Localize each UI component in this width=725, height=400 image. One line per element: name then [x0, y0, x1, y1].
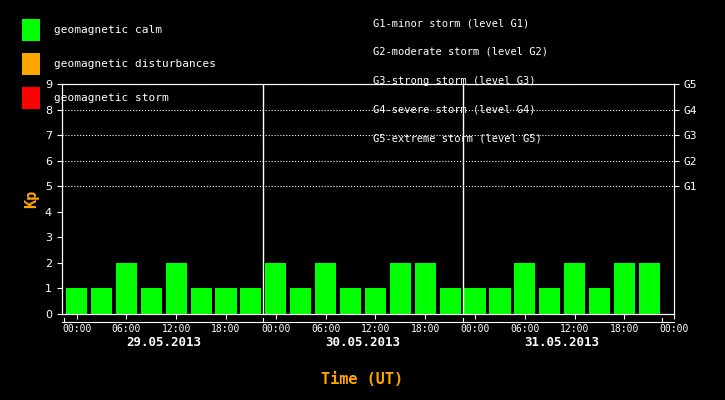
Text: G1-minor storm (level G1): G1-minor storm (level G1) [373, 18, 530, 28]
Text: geomagnetic storm: geomagnetic storm [54, 93, 169, 103]
Bar [365, 288, 386, 314]
Text: 29.05.2013: 29.05.2013 [126, 336, 202, 349]
Text: G3-strong storm (level G3): G3-strong storm (level G3) [373, 76, 536, 86]
Bar [614, 263, 635, 314]
Bar [465, 288, 486, 314]
Bar [215, 288, 236, 314]
Bar [91, 288, 112, 314]
Bar [589, 288, 610, 314]
Bar [489, 288, 510, 314]
Bar [390, 263, 411, 314]
Text: geomagnetic calm: geomagnetic calm [54, 25, 162, 35]
Bar [564, 263, 585, 314]
Text: 31.05.2013: 31.05.2013 [525, 336, 600, 349]
Bar [240, 288, 262, 314]
Text: 30.05.2013: 30.05.2013 [326, 336, 400, 349]
Y-axis label: Kp: Kp [24, 190, 39, 208]
Bar [141, 288, 162, 314]
Text: G4-severe storm (level G4): G4-severe storm (level G4) [373, 104, 536, 114]
Bar [191, 288, 212, 314]
Bar [340, 288, 361, 314]
Bar [639, 263, 660, 314]
Bar [265, 263, 286, 314]
Bar [116, 263, 137, 314]
Bar [315, 263, 336, 314]
Bar [165, 263, 187, 314]
Text: G2-moderate storm (level G2): G2-moderate storm (level G2) [373, 47, 548, 57]
Bar [539, 288, 560, 314]
Bar [66, 288, 87, 314]
Bar [290, 288, 311, 314]
Bar [514, 263, 536, 314]
Bar [415, 263, 436, 314]
Text: geomagnetic disturbances: geomagnetic disturbances [54, 59, 216, 69]
Bar [439, 288, 460, 314]
Text: Time (UT): Time (UT) [321, 372, 404, 387]
Text: G5-extreme storm (level G5): G5-extreme storm (level G5) [373, 133, 542, 143]
